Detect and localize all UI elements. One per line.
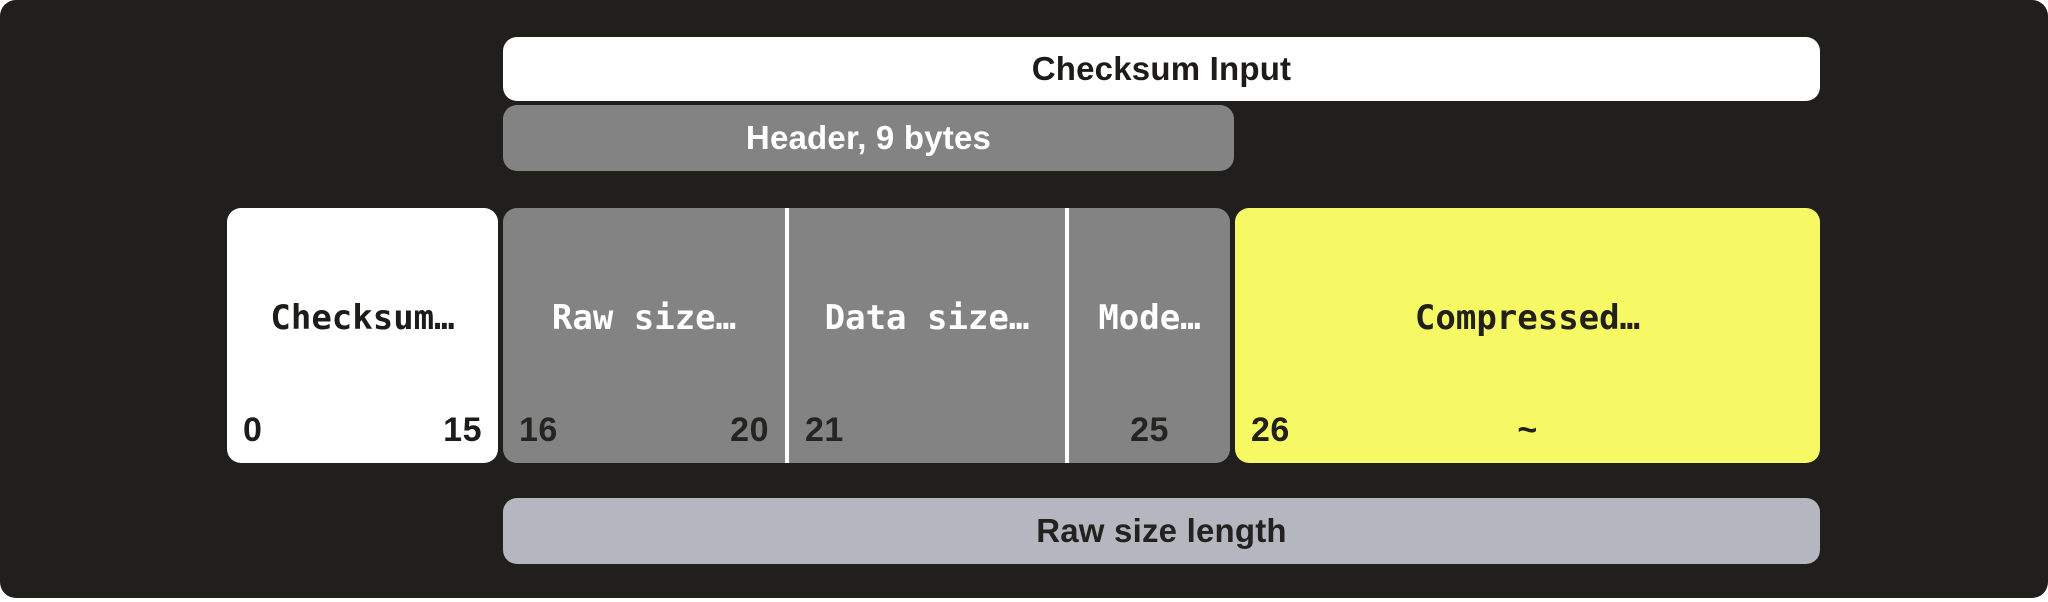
compressed-end-byte-tilde: ~: [1517, 411, 1538, 449]
field-block-checksum: Checksum… 0 15: [227, 208, 498, 463]
raw-size-end-byte: 20: [730, 411, 769, 449]
raw-size-start-byte: 16: [519, 411, 558, 449]
header-span-bar: Header, 9 bytes: [503, 105, 1234, 171]
field-block-mode: Mode… 25: [1065, 208, 1230, 463]
field-block-data-size: Data size… 21: [785, 208, 1065, 463]
compressed-field-label: Compressed…: [1414, 297, 1641, 338]
mode-end-byte: 25: [1130, 411, 1169, 449]
checksum-field-label: Checksum…: [270, 297, 455, 338]
mode-field-label: Mode…: [1098, 297, 1201, 338]
raw-size-field-label: Raw size…: [551, 297, 737, 338]
header-span-label: Header, 9 bytes: [745, 119, 992, 156]
data-size-start-byte: 21: [805, 411, 844, 449]
raw-size-length-label: Raw size length: [1036, 512, 1287, 549]
compressed-start-byte: 26: [1251, 411, 1290, 449]
checksum-end-byte: 15: [443, 411, 482, 449]
data-size-field-label: Data size…: [824, 297, 1030, 338]
field-block-compressed: Compressed… 26 ~: [1235, 208, 1820, 463]
checksum-input-label: Checksum Input: [1031, 50, 1292, 87]
checksum-start-byte: 0: [243, 411, 263, 449]
field-block-raw-size: Raw size… 16 20: [503, 208, 785, 463]
raw-size-length-bar: Raw size length: [503, 498, 1820, 564]
checksum-input-bar: Checksum Input: [503, 37, 1820, 101]
header-fields-group: Raw size… 16 20 Data size… 21 Mode… 25: [503, 208, 1230, 463]
